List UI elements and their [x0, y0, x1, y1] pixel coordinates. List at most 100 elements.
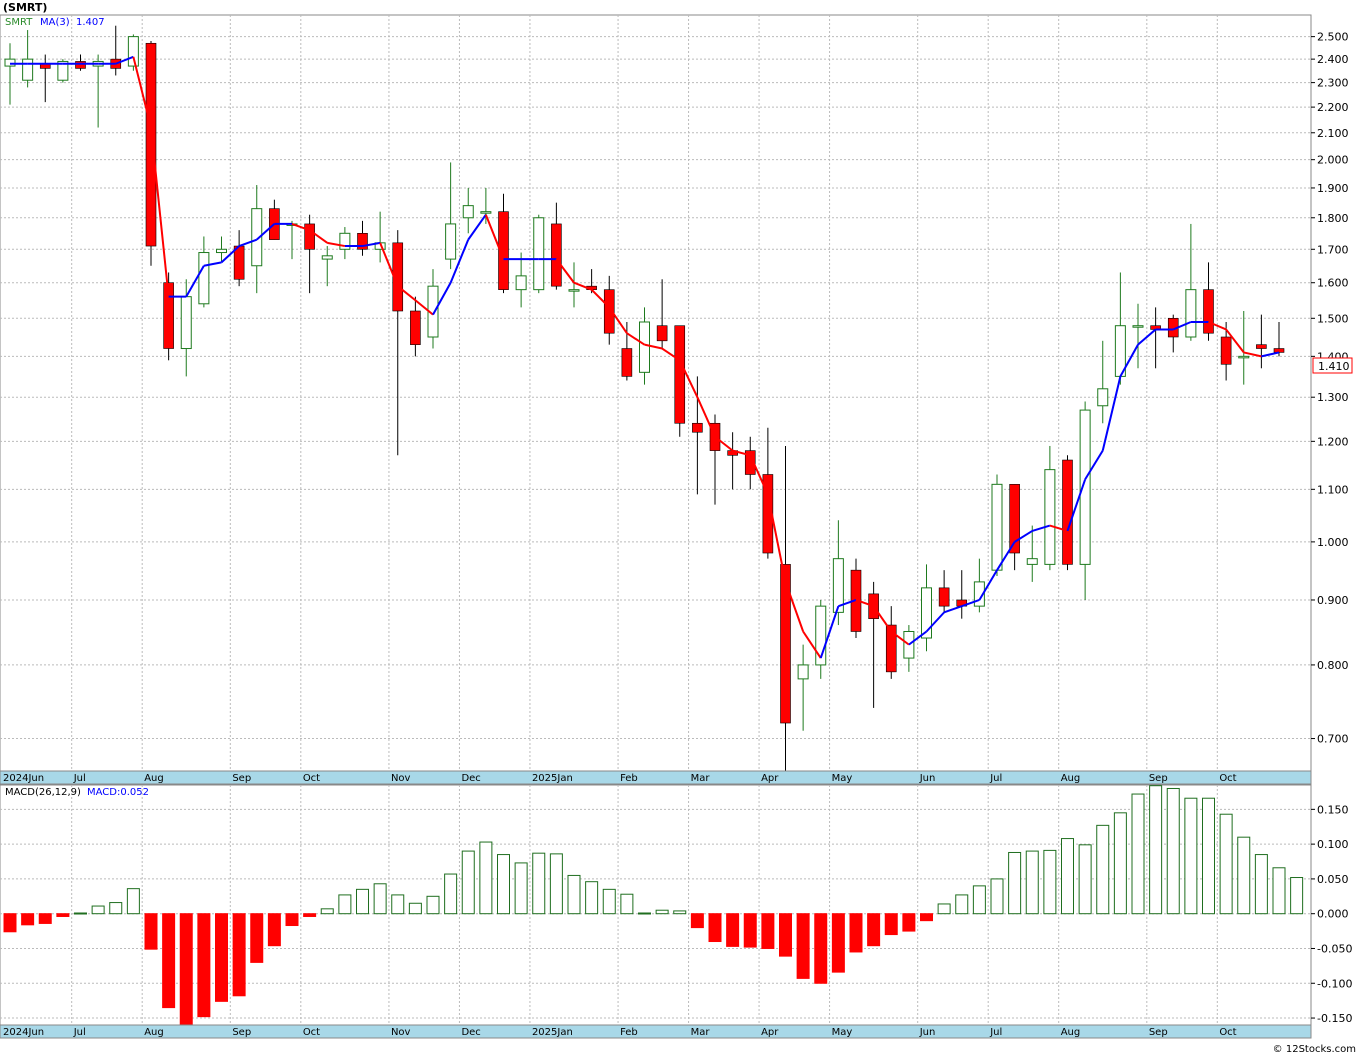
ma-segment	[749, 454, 769, 495]
ma-segment	[484, 214, 505, 260]
last-price-box	[1312, 357, 1353, 374]
price-y-tick-label: 1.200	[1317, 435, 1349, 448]
ma-segment	[626, 332, 646, 346]
ma-segment	[1101, 376, 1122, 451]
ma-segment	[1049, 524, 1068, 532]
ma-segment	[327, 241, 346, 248]
ma-segment	[644, 343, 663, 350]
macd-bar-positive	[1237, 836, 1251, 915]
ma-segment	[766, 494, 787, 583]
macd-bar-negative	[690, 913, 704, 929]
candle-up	[4, 58, 16, 67]
candle-up	[198, 252, 210, 305]
macd-y-tick-label: -0.100	[1317, 977, 1352, 990]
ma-segment	[1119, 344, 1139, 377]
candle-up	[462, 205, 474, 219]
macd-bar-positive	[638, 912, 651, 915]
macd-bar-positive	[479, 841, 493, 915]
macd-bar-positive	[602, 888, 616, 915]
macd-bar-positive	[1025, 850, 1039, 915]
candle-up	[568, 289, 580, 292]
macd-x-axis: 2024Jun Jul Aug Sep Oct Nov Dec 2025Jan Feb Mar Ap…	[3, 1027, 1237, 1038]
macd-bars	[3, 785, 1304, 1028]
macd-y-tick-label: -0.050	[1317, 942, 1352, 955]
candle-down	[357, 233, 368, 250]
candle-up	[797, 664, 809, 680]
macd-x-tick-label: 2024Jun	[3, 1027, 44, 1038]
ma-segment	[115, 55, 134, 65]
macd-bar-positive	[109, 902, 123, 915]
ma-segment	[943, 605, 963, 614]
candle-down	[762, 474, 774, 554]
candle-up	[180, 296, 192, 350]
candle-down	[603, 289, 615, 334]
ma-segment	[696, 396, 716, 438]
macd-bar-positive	[1078, 844, 1092, 915]
macd-bar-negative	[303, 913, 317, 917]
ma-segment	[150, 127, 170, 297]
ma-segment	[432, 282, 452, 316]
ma-segment	[256, 223, 276, 241]
price-grid	[0, 15, 1311, 771]
price-x-tick-label: Sep	[232, 773, 251, 784]
price-x-tick-label: Oct	[1219, 773, 1236, 784]
candle-down	[75, 61, 86, 69]
ma-segment	[1066, 479, 1087, 532]
candle-down	[498, 211, 509, 290]
price-x-tick-label: Aug	[144, 773, 164, 784]
ma-segment	[908, 630, 928, 646]
candle-up	[22, 58, 34, 81]
candle-up	[515, 275, 527, 291]
price-x-tick-label: Jun	[919, 773, 936, 784]
candle-up	[321, 255, 333, 260]
price-x-tick-label: Mar	[691, 773, 711, 784]
macd-bar-positive	[673, 910, 687, 915]
candle-up	[1185, 289, 1197, 338]
macd-x-tick-label: 2025Jan	[532, 1027, 573, 1038]
candle-down	[674, 325, 686, 424]
price-y-tick-label: 1.700	[1317, 243, 1349, 256]
ma-segment	[978, 569, 998, 601]
macd-bar-positive	[1149, 785, 1163, 915]
macd-bar-negative	[3, 913, 17, 933]
macd-bar-negative	[796, 913, 810, 979]
price-x-axis: 2024Jun Jul Aug Sep Oct Nov Dec 2025Jan Feb Mar Ap…	[3, 773, 1237, 784]
candle-up	[1097, 388, 1109, 407]
ma-segment	[220, 245, 240, 264]
macd-bar-positive	[1166, 787, 1180, 915]
last-price-label: 1.410	[1312, 357, 1353, 374]
macd-bar-positive	[1219, 813, 1233, 915]
macd-bar-positive	[408, 902, 422, 915]
macd-bar-positive	[567, 874, 581, 915]
candle-down	[163, 282, 174, 349]
macd-bar-negative	[902, 913, 916, 932]
ma-segment	[132, 56, 152, 128]
macd-bar-positive	[126, 888, 140, 915]
candle-down	[1062, 459, 1073, 565]
price-x-tick-label: 2024Jun	[3, 773, 44, 784]
candle-down	[233, 245, 245, 280]
price-y-tick-label: 1.100	[1317, 483, 1349, 496]
legend-ma-label: MA(3)	[40, 17, 70, 28]
candle-down	[938, 587, 950, 607]
ma-segment	[608, 306, 628, 334]
price-y-tick-label: 0.800	[1317, 659, 1349, 672]
macd-y-tick-label: 0.000	[1317, 908, 1349, 921]
macd-bar-positive	[937, 903, 951, 915]
price-plot-area	[0, 14, 1312, 772]
macd-bar-positive	[1202, 797, 1215, 915]
price-y-tick-label: 2.200	[1317, 101, 1349, 114]
macd-bar-negative	[179, 913, 193, 1028]
price-legend: SMRT MA(3) 1.407	[5, 17, 105, 28]
ma-segment	[855, 599, 874, 608]
price-x-tick-label: Apr	[761, 773, 779, 784]
macd-bar-positive	[1184, 797, 1198, 915]
watermark: © 12Stocks.com	[1273, 1044, 1356, 1055]
macd-bar-negative	[56, 913, 70, 917]
macd-bar-positive	[1113, 812, 1127, 915]
macd-bar-positive	[497, 854, 510, 915]
ma-segment	[890, 630, 910, 646]
price-y-tick-label: 1.300	[1317, 391, 1349, 404]
candle-up	[1132, 325, 1144, 328]
price-x-tick-label: Sep	[1149, 773, 1168, 784]
